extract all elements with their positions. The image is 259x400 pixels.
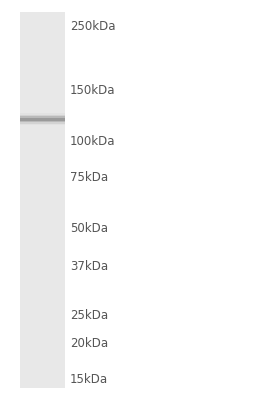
Text: 37kDa: 37kDa bbox=[70, 260, 108, 272]
Bar bbox=[20, 121, 65, 124]
Bar bbox=[37, 12, 48, 388]
Text: 25kDa: 25kDa bbox=[70, 309, 108, 322]
Text: 150kDa: 150kDa bbox=[70, 84, 116, 97]
Bar bbox=[33, 12, 52, 388]
Bar bbox=[39, 12, 46, 388]
Bar bbox=[20, 116, 65, 120]
Bar bbox=[20, 122, 65, 126]
Text: 250kDa: 250kDa bbox=[70, 20, 116, 33]
Text: 50kDa: 50kDa bbox=[70, 222, 108, 235]
Text: 20kDa: 20kDa bbox=[70, 337, 108, 350]
Text: 100kDa: 100kDa bbox=[70, 135, 116, 148]
Bar bbox=[20, 120, 65, 122]
Bar bbox=[20, 12, 65, 388]
Bar bbox=[31, 12, 54, 388]
Bar bbox=[20, 118, 65, 121]
Bar bbox=[20, 115, 65, 118]
Bar bbox=[41, 12, 44, 388]
Text: 75kDa: 75kDa bbox=[70, 171, 108, 184]
Bar bbox=[20, 114, 65, 116]
Text: 15kDa: 15kDa bbox=[70, 373, 108, 386]
Bar bbox=[35, 12, 50, 388]
